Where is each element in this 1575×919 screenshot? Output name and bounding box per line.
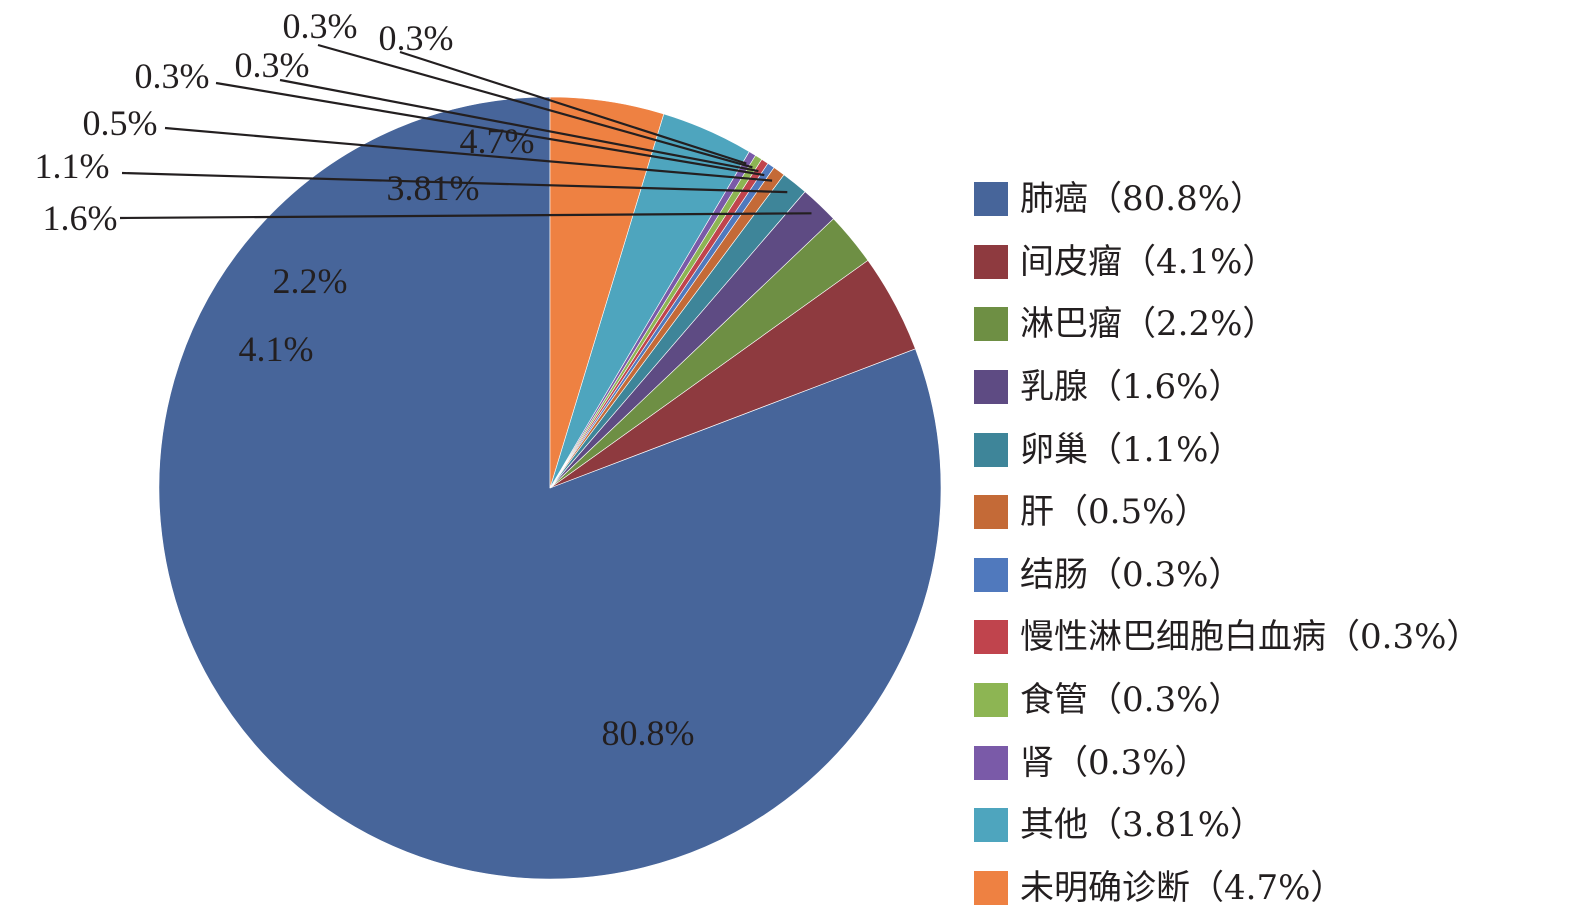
legend-swatch: [974, 683, 1008, 718]
leader-line-layer: [119, 43, 812, 220]
legend-item: 卵巢（1.1%）: [974, 418, 1480, 481]
slice-layer: [158, 96, 942, 880]
data-label-11: 3.81%: [387, 168, 480, 208]
data-label-6: 0.5%: [83, 103, 158, 143]
legend-label: 肝（0.5%）: [1020, 492, 1209, 533]
data-label-12: 4.7%: [460, 121, 535, 161]
data-label-10: 0.3%: [379, 18, 454, 58]
data-label-1: 80.8%: [602, 713, 695, 753]
data-label-9: 0.3%: [283, 6, 358, 46]
leader-line-9: [317, 43, 753, 169]
legend-label: 未明确诊断（4.7%）: [1020, 867, 1345, 908]
legend-item: 结肠（0.3%）: [974, 544, 1480, 607]
legend-label: 肾（0.3%）: [1020, 742, 1209, 783]
legend-item: 淋巴瘤（2.2%）: [974, 293, 1480, 356]
legend-label: 结肠（0.3%）: [1020, 554, 1243, 595]
legend-swatch: [974, 370, 1008, 405]
legend-item: 其他（3.81%）: [974, 794, 1480, 857]
legend-swatch: [974, 182, 1008, 217]
legend-swatch: [974, 307, 1008, 342]
legend-swatch: [974, 244, 1008, 279]
legend: 肺癌（80.8%） 间皮瘤（4.1%） 淋巴瘤（2.2%） 乳腺（1.6%） 卵巢（1.…: [974, 168, 1480, 919]
legend-item: 乳腺（1.6%）: [974, 356, 1480, 419]
data-label-8: 0.3%: [235, 45, 310, 85]
legend-label: 慢性淋巴细胞白血病（0.3%）: [1020, 617, 1481, 658]
legend-item: 间皮瘤（4.1%）: [974, 231, 1480, 294]
legend-item: 肝（0.5%）: [974, 481, 1480, 544]
legend-item: 未明确诊断（4.7%）: [974, 857, 1480, 919]
data-label-7: 0.3%: [135, 56, 210, 96]
legend-label: 乳腺（1.6%）: [1020, 367, 1243, 408]
legend-swatch: [974, 870, 1008, 905]
legend-swatch: [974, 808, 1008, 843]
leader-line-10: [399, 50, 747, 165]
leader-line-7: [215, 81, 765, 177]
legend-label: 食管（0.3%）: [1020, 680, 1243, 721]
leader-line-5: [121, 171, 788, 194]
legend-item: 肺癌（80.8%）: [974, 168, 1480, 231]
legend-swatch: [974, 620, 1008, 655]
pie-slice-12: [549, 96, 665, 489]
legend-item: 肾（0.3%）: [974, 731, 1480, 794]
legend-label: 其他（3.81%）: [1020, 805, 1265, 846]
legend-label: 卵巢（1.1%）: [1020, 429, 1243, 470]
leader-line-4: [119, 212, 812, 220]
legend-item: 食管（0.3%）: [974, 669, 1480, 732]
leader-line-8: [279, 78, 759, 173]
data-label-4: 1.6%: [43, 198, 118, 238]
legend-label: 间皮瘤（4.1%）: [1020, 241, 1277, 282]
leader-line-6: [164, 126, 773, 182]
legend-swatch: [974, 432, 1008, 467]
legend-swatch: [974, 495, 1008, 530]
legend-swatch: [974, 557, 1008, 592]
legend-label: 肺癌（80.8%）: [1020, 179, 1265, 220]
data-label-5: 1.1%: [35, 146, 110, 186]
legend-swatch: [974, 745, 1008, 780]
data-label-2: 4.1%: [239, 329, 314, 369]
data-label-layer: 80.8%4.1%2.2%1.6%1.1%0.5%0.3% 0.3%0.3% 0.3…: [35, 6, 695, 753]
data-label-3: 2.2%: [273, 261, 348, 301]
legend-item: 慢性淋巴细胞白血病（0.3%）: [974, 606, 1480, 669]
legend-label: 淋巴瘤（2.2%）: [1020, 304, 1277, 345]
